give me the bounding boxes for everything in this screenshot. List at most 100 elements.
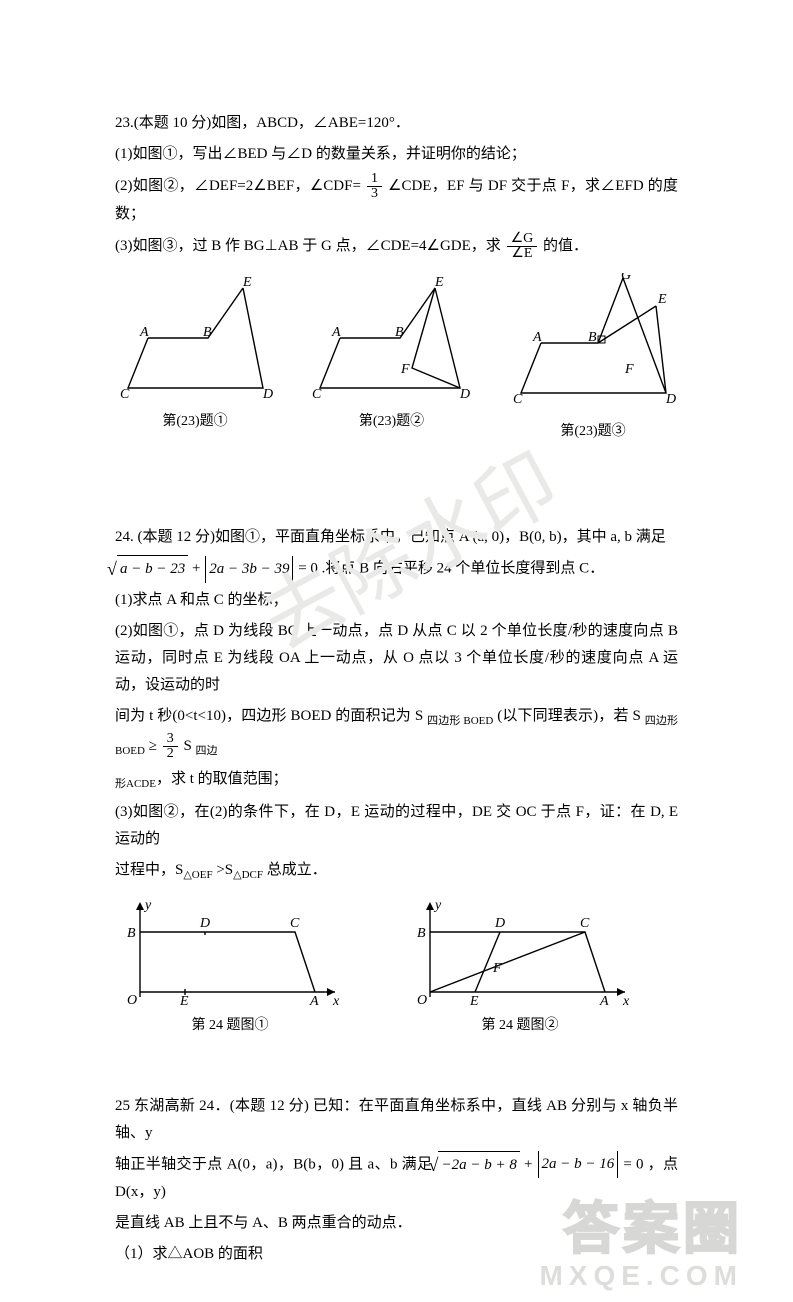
q23-part1: (1)如图①，写出∠BED 与∠D 的数量关系，并证明你的结论； <box>115 141 678 168</box>
label-E: E <box>179 994 189 1007</box>
label-B: B <box>588 330 597 345</box>
q23-p2-den: 3 <box>367 187 382 201</box>
q24-p3b-mid: >S <box>216 862 233 878</box>
q24-sqrt-inner: a − b − 23 <box>117 555 188 583</box>
q23-p3-pre: (3)如图③，过 B 作 BG⊥AB 于 G 点，∠CDE=4∠GDE，求 <box>115 238 501 254</box>
label-x: x <box>622 994 630 1007</box>
label-A: A <box>532 330 542 345</box>
q24-p2b-pre: 间为 t 秒(0<t<10)，四边形 BOED 的面积记为 S <box>115 708 427 724</box>
sqrt-icon: −2a − b + 8 <box>436 1151 519 1179</box>
q24-p2b-post: S <box>183 738 195 754</box>
q24-abs: 2a − 3b − 39 <box>205 556 293 583</box>
q24-fig2: B D C O E A x y F 第 24 题图② <box>405 897 635 1038</box>
q23-fig2-svg: A B C D E F <box>307 273 477 403</box>
label-D: D <box>494 916 505 931</box>
q23-part3: (3)如图③，过 B 作 BG⊥AB 于 G 点，∠CDE=4∠GDE，求 ∠G… <box>115 232 678 261</box>
label-D: D <box>665 392 676 407</box>
q23-cap1: 第(23)题① <box>162 409 227 434</box>
label-F: F <box>624 362 634 377</box>
q23-fig3: A B C D E F G 第(23)题③ <box>508 273 678 444</box>
label-A: A <box>139 325 149 340</box>
label-F: F <box>400 362 410 377</box>
label-D: D <box>459 387 470 402</box>
label-A: A <box>309 994 319 1007</box>
q24-p2b-sub3: 四边 <box>196 745 218 757</box>
label-C: C <box>580 916 590 931</box>
q25-line2: 轴正半轴交于点 A(0，a)，B(b，0) 且 a、b 满足 −2a − b +… <box>115 1151 678 1206</box>
q24-p2c-pre: 形ACDE <box>115 778 156 790</box>
label-C: C <box>312 387 322 402</box>
label-E: E <box>469 994 479 1007</box>
q23-p3-num: ∠G <box>507 232 538 247</box>
q23-fig2: A B C D E F 第(23)题② <box>307 273 477 444</box>
label-C: C <box>513 392 523 407</box>
q23-cap3: 第(23)题③ <box>560 419 625 444</box>
q23-p3-frac: ∠G ∠E <box>507 232 538 261</box>
page: 去除水印 答案圈 MXQE.COM 23.(本题 10 分)如图，ABCD，∠A… <box>0 0 793 1302</box>
q23-p2-num: 1 <box>367 172 382 187</box>
label-D: D <box>199 916 210 931</box>
label-G: G <box>621 273 631 283</box>
label-F: F <box>492 961 502 976</box>
q25-plus: + <box>524 1156 537 1172</box>
q24-p2b-ge: ≥ <box>149 738 161 754</box>
label-E: E <box>242 275 252 290</box>
q24-intro: 24. (本题 12 分)如图①，平面直角坐标系中，已知点 A (a, 0)，B… <box>115 524 678 551</box>
q23-cap2: 第(23)题② <box>359 409 424 434</box>
q24-p3b-sub1: △OEF <box>183 869 212 881</box>
label-C: C <box>290 916 300 931</box>
q24-p3b-pre: 过程中，S <box>115 862 183 878</box>
label-B: B <box>395 325 404 340</box>
q24-part3a: (3)如图②，在(2)的条件下，在 D，E 运动的过程中，DE 交 OC 于点 … <box>115 799 678 853</box>
q23-intro: 23.(本题 10 分)如图，ABCD，∠ABE=120°． <box>115 110 678 137</box>
label-D: D <box>262 387 273 402</box>
q23-p3-post: 的值． <box>543 238 588 254</box>
q25-sqrt-inner: −2a − b + 8 <box>438 1151 519 1179</box>
q24-cap1: 第 24 题图① <box>192 1013 269 1038</box>
q25-intro-text: 25 东湖高新 24．(本题 12 分) 已知：在平面直角坐标系中，直线 AB … <box>115 1098 678 1141</box>
label-y: y <box>433 898 442 913</box>
q25-line3: 是直线 AB 上且不与 A、B 两点重合的动点． <box>115 1210 678 1237</box>
q24-part2a: (2)如图①，点 D 为线段 BC 上一动点，点 D 从点 C 以 2 个单位长… <box>115 618 678 699</box>
label-C: C <box>120 387 130 402</box>
q25-part1: （1）求△AOB 的面积 <box>115 1241 678 1268</box>
q23-part2: (2)如图②，∠DEF=2∠BEF，∠CDF= 1 3 ∠CDE，EF 与 DF… <box>115 172 678 228</box>
label-E: E <box>657 292 667 307</box>
q23-fig1: A B C D E 第(23)题① <box>115 273 275 444</box>
q23-p2-pre: (2)如图②，∠DEF=2∠BEF，∠CDF= <box>115 178 361 194</box>
q24-p3b-sub2: △DCF <box>233 869 263 881</box>
q23-fig1-svg: A B C D E <box>115 273 275 403</box>
q23-p2-frac: 1 3 <box>367 172 382 201</box>
q25-line2-pre: 轴正半轴交于点 A(0，a)，B(b，0) 且 a、b 满足 <box>115 1156 432 1172</box>
q23-figures: A B C D E 第(23)题① A B C D E F 第(23)题② <box>115 273 678 444</box>
label-O: O <box>417 993 427 1007</box>
q24-part2b: 间为 t 秒(0<t<10)，四边形 BOED 的面积记为 S 四边形 BOED… <box>115 703 678 762</box>
q25-intro: 25 东湖高新 24．(本题 12 分) 已知：在平面直角坐标系中，直线 AB … <box>115 1093 678 1147</box>
q24-equation: a − b − 23 + 2a − 3b − 39 = 0 .将点 B 向右平移… <box>115 555 678 583</box>
label-y: y <box>143 898 152 913</box>
label-x: x <box>332 994 340 1007</box>
q23-fig3-svg: A B C D E F G <box>508 273 678 413</box>
q24-figures: B D C O E A x y 第 24 题图① B D <box>115 897 678 1038</box>
q24-part1: (1)求点 A 和点 C 的坐标； <box>115 587 678 614</box>
label-O: O <box>127 993 137 1007</box>
q24-part2c: 形ACDE，求 t 的取值范围； <box>115 766 678 795</box>
q24-cap2: 第 24 题图② <box>482 1013 559 1038</box>
q24-p2c-post: ，求 t 的取值范围； <box>156 771 288 787</box>
q23-p3-den: ∠E <box>507 247 538 261</box>
q24-eq-post: = 0 .将点 B 向右平移 24 个单位长度得到点 C． <box>298 561 604 577</box>
q24-p3b-post: 总成立． <box>267 862 327 878</box>
label-E: E <box>434 275 444 290</box>
q24-plus: + <box>192 561 204 577</box>
q24-fig1-svg: B D C O E A x y <box>115 897 345 1007</box>
sqrt-icon: a − b − 23 <box>115 555 188 583</box>
q24-part3b: 过程中，S△OEF >S△DCF 总成立． <box>115 857 678 886</box>
q24-p2b-mid: (以下同理表示)，若 S <box>497 708 645 724</box>
q24-p2b-sub1: 四边形 BOED <box>427 715 493 727</box>
q24-p2b-den: 2 <box>163 747 178 761</box>
label-B: B <box>203 325 212 340</box>
q24-fig1: B D C O E A x y 第 24 题图① <box>115 897 345 1038</box>
q24-p2b-num: 3 <box>163 732 178 747</box>
label-B: B <box>127 926 136 941</box>
label-B: B <box>417 926 426 941</box>
